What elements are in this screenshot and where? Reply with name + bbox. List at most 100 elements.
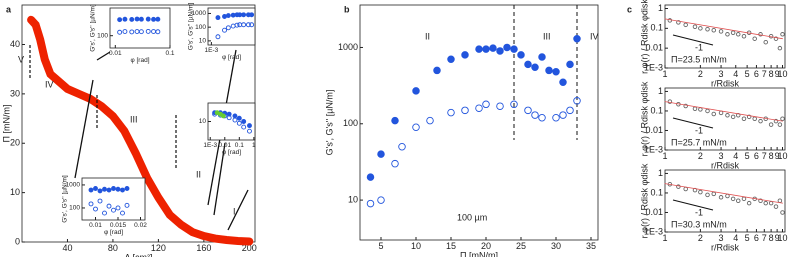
x-tick-label: 10 xyxy=(778,233,788,243)
annotation: -1 xyxy=(695,125,703,135)
annotation: II xyxy=(196,169,201,179)
x-tick-label: 3 xyxy=(719,69,724,79)
x-tick-label: 0.015 xyxy=(110,222,127,229)
data-point xyxy=(117,29,123,35)
data-point xyxy=(482,100,490,109)
inset: 1 2 3 4 5 6 7 8 910 1E-3 0.01 0.1 1 r/Rdisk r φ(r) / R… xyxy=(627,0,788,89)
data-point xyxy=(573,97,581,105)
annotation: IV xyxy=(590,31,599,41)
data-point xyxy=(234,22,240,28)
curve xyxy=(664,183,783,204)
x-tick-label: 4 xyxy=(733,233,738,243)
y-tick-label: 0 xyxy=(15,236,20,246)
x-tick-label: 3 xyxy=(719,233,724,243)
x-tick-label: 5 xyxy=(745,69,750,79)
data-point xyxy=(773,118,779,124)
curve xyxy=(664,101,783,122)
data-point xyxy=(730,30,736,35)
annotation: III xyxy=(130,114,138,124)
y-axis-label: r φ(r) / Rdisk φdisk xyxy=(639,0,649,74)
data-point xyxy=(538,53,546,61)
data-point xyxy=(232,117,238,123)
data-point xyxy=(366,199,375,208)
x-tick-label: 0.1 xyxy=(165,50,174,57)
x-tick-label: 40 xyxy=(62,243,72,253)
data-point xyxy=(545,66,553,75)
y-tick-label: 0.01 xyxy=(645,125,663,135)
data-point xyxy=(129,16,135,22)
x-tick-label: 6 xyxy=(754,151,759,161)
data-point xyxy=(447,108,455,117)
y-tick-label: 1 xyxy=(658,168,663,178)
data-point xyxy=(763,39,768,45)
plot-frame xyxy=(109,7,171,49)
data-point xyxy=(746,114,752,120)
data-point xyxy=(145,28,151,34)
data-point xyxy=(482,45,490,53)
data-point xyxy=(88,201,94,207)
x-axis-label: Π [mN/m] xyxy=(460,251,498,257)
x-tick-label: 9 xyxy=(775,151,780,161)
data-point xyxy=(503,43,511,52)
y-tick-label: 0.01 xyxy=(645,207,663,217)
data-point xyxy=(758,198,763,203)
data-point xyxy=(222,27,227,33)
annotation: Π=30.3 mN/m xyxy=(671,219,727,229)
data-point xyxy=(93,186,98,191)
x-tick-label: 0.1 xyxy=(235,142,244,149)
x-tick-label: 30 xyxy=(551,241,561,251)
data-point xyxy=(763,200,768,206)
data-point xyxy=(573,35,581,43)
x-axis-label: A [cm²] xyxy=(124,253,152,257)
curve xyxy=(27,15,254,246)
y-tick-label: 30 xyxy=(10,88,20,98)
x-tick-label: 8 xyxy=(769,233,774,243)
panel: 5 10 15 20 25 30 35 10 100 1000 Π [mN/m] G's', G's'… xyxy=(324,4,598,257)
x-axis-label: φ [rad] xyxy=(104,229,123,236)
data-point xyxy=(366,173,375,181)
x-axis-label: φ [rad] xyxy=(222,149,241,156)
data-point xyxy=(97,188,103,194)
data-point xyxy=(773,36,779,41)
data-point xyxy=(741,116,747,121)
data-point xyxy=(241,22,247,28)
data-point xyxy=(510,45,518,53)
y-axis-label: G's', G's'' [µN/m] xyxy=(90,4,97,52)
data-point xyxy=(120,187,125,193)
y-tick-label: 1000 xyxy=(192,10,207,17)
data-point xyxy=(106,187,112,193)
data-point xyxy=(475,45,483,53)
data-point xyxy=(88,187,94,193)
y-tick-label: 0.1 xyxy=(650,187,663,197)
plot-frame xyxy=(81,177,146,221)
data-point xyxy=(241,12,247,18)
x-tick-label: 120 xyxy=(151,243,166,253)
data-point xyxy=(120,210,125,216)
x-axis-label: r/Rdisk xyxy=(711,243,740,253)
y-tick-label: 100 xyxy=(343,118,358,128)
data-point xyxy=(746,200,752,206)
data-point xyxy=(236,120,242,126)
data-point xyxy=(531,111,539,119)
data-point xyxy=(220,113,226,119)
data-point xyxy=(780,210,785,215)
data-point xyxy=(566,106,574,115)
annotation: V xyxy=(18,54,24,64)
data-point xyxy=(524,106,532,115)
y-tick-label: 1E-3 xyxy=(644,226,663,236)
data-point xyxy=(225,13,231,19)
y-tick-label: 1 xyxy=(658,3,663,13)
data-point xyxy=(758,118,763,124)
x-tick-label: 35 xyxy=(586,241,596,251)
annotation: Π=23.5 mN/m xyxy=(671,54,727,64)
y-axis-label: G's', G's'' [µN/m] xyxy=(324,90,334,156)
data-point xyxy=(552,68,560,76)
data-point xyxy=(711,111,717,117)
x-tick-label: 3 xyxy=(719,151,724,161)
y-axis-label: G's', G's'' [µN/m] xyxy=(62,175,69,223)
y-tick-label: 10 xyxy=(199,38,207,45)
x-tick-label: 5 xyxy=(745,151,750,161)
data-point xyxy=(676,20,681,25)
data-point xyxy=(124,202,130,208)
data-point xyxy=(773,204,779,209)
